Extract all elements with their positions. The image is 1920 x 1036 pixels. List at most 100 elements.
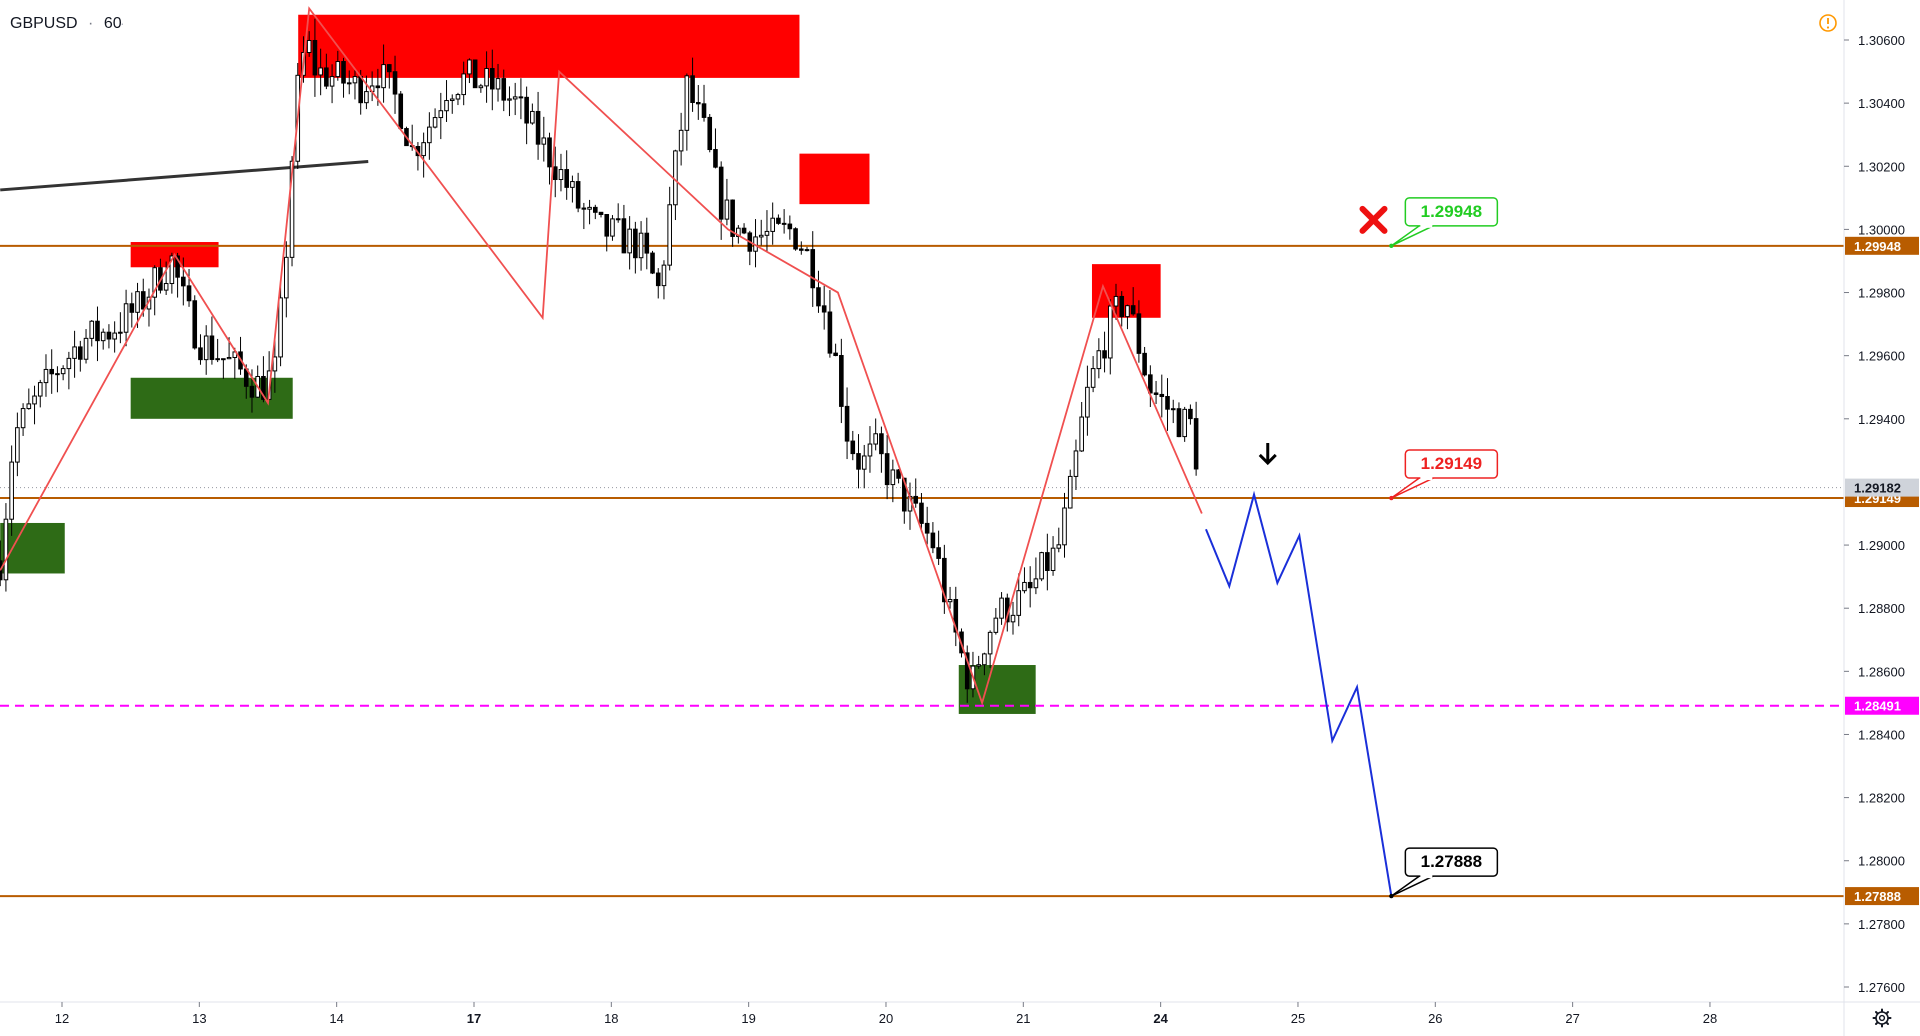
candle-body <box>478 85 484 89</box>
candle-body <box>392 71 398 95</box>
candle-body <box>135 291 140 313</box>
candle-body <box>129 303 135 313</box>
candle-body <box>592 206 598 213</box>
candle-body <box>1119 295 1125 318</box>
red-x-icon <box>1359 205 1388 234</box>
projection-path[interactable] <box>1205 490 1393 897</box>
candle-body <box>964 652 970 690</box>
candle-body <box>95 320 100 342</box>
candle-body <box>667 204 672 266</box>
candle-body <box>123 303 129 333</box>
y-tick-label: 1.28600 <box>1858 664 1905 679</box>
candle-body <box>1050 547 1056 572</box>
candle-body <box>924 522 930 534</box>
candle-body <box>112 332 117 340</box>
candle-body <box>930 532 936 549</box>
candle-body <box>844 405 850 442</box>
time-axis[interactable]: 12 13 14 17 18 19 20 21 24 25 26 27 28 <box>55 1002 1717 1026</box>
candle-body <box>312 39 318 76</box>
candle-body <box>60 368 66 375</box>
symbol-header[interactable]: GBPUSD · 60 · <box>10 15 125 32</box>
candle-body <box>936 547 941 559</box>
demand-zone[interactable] <box>0 522 65 574</box>
candle-body <box>873 433 878 445</box>
candle-body <box>284 256 289 299</box>
price-callouts[interactable]: 1.29948 1.29149 1.27888 <box>1389 197 1499 899</box>
candle-body <box>467 59 472 75</box>
x-tick-label: 12 <box>55 1011 69 1026</box>
candle-body <box>530 110 535 124</box>
candle-body <box>1079 416 1084 452</box>
candle-body <box>758 234 764 238</box>
price-tag-bg <box>1845 478 1919 497</box>
gear-icon[interactable] <box>1872 1008 1892 1028</box>
candle-body <box>306 39 312 53</box>
candle-body <box>621 218 627 254</box>
y-tick-label: 1.28400 <box>1858 727 1905 742</box>
candle-body <box>364 91 369 104</box>
trend-line[interactable] <box>0 160 369 192</box>
zigzag-line[interactable] <box>0 6 1203 706</box>
header-dots[interactable]: · <box>120 15 125 31</box>
candle-body <box>381 64 386 89</box>
candle-body <box>203 335 209 361</box>
y-tick-label: 1.30400 <box>1858 96 1905 111</box>
candle-body <box>1056 544 1062 549</box>
candle-body <box>736 227 741 237</box>
candle-body <box>535 110 541 145</box>
x-tick-label: 18 <box>604 1011 618 1026</box>
candle-body <box>444 100 449 112</box>
down-arrow-icon <box>1258 442 1277 466</box>
projection-line[interactable] <box>1205 490 1393 897</box>
price-axis[interactable]: 1.30600 1.30400 1.30200 1.30000 1.29800 1.296… <box>1844 33 1905 995</box>
candle-body <box>375 85 381 89</box>
supply-zone[interactable] <box>298 14 800 78</box>
candle-body <box>713 149 718 168</box>
supply-zone[interactable] <box>799 153 870 205</box>
candle-body <box>610 218 615 237</box>
arrow-head <box>1258 453 1277 466</box>
x-tick-label: 28 <box>1703 1011 1717 1026</box>
candle-body <box>37 382 43 397</box>
candle-body <box>1142 352 1147 376</box>
candle-body <box>472 59 478 89</box>
y-tick-label: 1.27800 <box>1858 917 1905 932</box>
candle-body <box>638 232 644 259</box>
candle-body <box>633 228 638 259</box>
candle-body <box>993 617 999 633</box>
candle-body <box>449 98 455 102</box>
candle-body <box>1165 396 1170 410</box>
candle-body <box>764 230 770 236</box>
candle-body <box>1188 408 1193 420</box>
candle-body <box>289 160 295 258</box>
candle-body <box>1107 305 1113 359</box>
candle-body <box>181 276 186 287</box>
level-lines[interactable] <box>0 244 1844 898</box>
trendline[interactable] <box>0 160 369 192</box>
candle-body <box>272 356 278 372</box>
candle-body <box>598 211 604 216</box>
callout-gap <box>1420 874 1433 879</box>
candle-body <box>730 199 735 237</box>
candle-body <box>1062 507 1067 546</box>
candle-body <box>78 346 83 360</box>
level-price-tag: 1.29948 <box>1845 236 1919 255</box>
price-tag-bg <box>1845 887 1919 906</box>
candle-body <box>982 653 987 666</box>
candle-body <box>140 291 146 310</box>
candle-body <box>432 117 438 128</box>
warning-circle-icon[interactable] <box>1819 14 1837 32</box>
candle-body <box>163 283 169 291</box>
price-callout[interactable]: 1.29149 <box>1389 449 1499 501</box>
zigzag-pattern[interactable] <box>0 6 1203 706</box>
candle-body <box>1130 305 1136 315</box>
y-tick-label: 1.27600 <box>1858 980 1905 995</box>
candle-body <box>901 477 907 512</box>
candle-body <box>512 96 518 100</box>
price-tag-label: 1.29182 <box>1854 481 1901 496</box>
price-callout[interactable]: 1.27888 <box>1389 847 1499 899</box>
price-callout[interactable]: 1.29948 <box>1389 197 1499 249</box>
current-price-tag: 1.29182 <box>1845 478 1919 497</box>
